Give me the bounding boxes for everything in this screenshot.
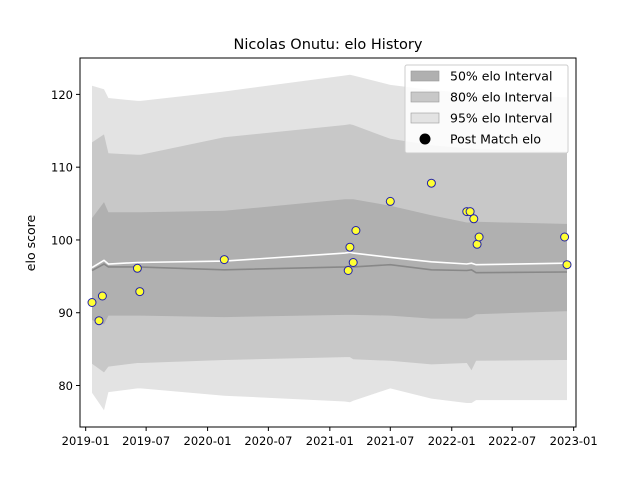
legend-swatch-95	[410, 112, 440, 124]
x-tick-label: 2020-01	[184, 434, 232, 448]
mean-elo-line	[91, 251, 567, 269]
y-tick-label: 100	[51, 233, 73, 247]
legend-label: Post Match elo	[450, 132, 541, 147]
y-tick-label: 90	[58, 306, 73, 320]
y-tick-label: 80	[58, 379, 73, 393]
y-axis: 80 90 100 110 120	[51, 88, 80, 393]
legend-swatch-50	[410, 70, 440, 82]
post-match-elo-point	[132, 263, 142, 273]
x-tick-label: 2021-01	[306, 434, 354, 448]
post-match-elo-point	[465, 207, 475, 217]
post-match-elo-point	[385, 196, 395, 206]
post-match-elo-point	[472, 239, 482, 249]
legend-box	[404, 64, 569, 154]
x-tick-label: 2021-07	[366, 434, 414, 448]
x-tick-label: 2020-07	[244, 434, 292, 448]
post-match-elo-point	[560, 232, 570, 242]
post-match-elo-point	[97, 291, 107, 301]
post-match-elo-point	[87, 298, 97, 307]
post-match-elo-point	[562, 260, 572, 270]
post-match-elo-point	[219, 255, 229, 265]
post-match-elo-point	[474, 232, 484, 242]
y-tick-label: 120	[51, 88, 73, 102]
post-match-elo-point	[94, 316, 104, 326]
legend-marker-post-match	[419, 133, 431, 145]
y-tick-label: 110	[51, 161, 73, 175]
post-match-elo-point	[348, 258, 358, 267]
band-50	[92, 199, 567, 325]
y-axis-label: elo score	[23, 215, 38, 272]
legend: 50% elo Interval 80% elo Interval 95% elo …	[404, 64, 569, 154]
x-tick-label: 2019-07	[122, 434, 170, 448]
legend-label: 50% elo Interval	[450, 69, 552, 84]
post-match-elo-point	[343, 266, 353, 275]
legend-swatch-80	[410, 91, 440, 103]
post-match-elo-point	[345, 242, 355, 252]
x-axis: 2019-01 2019-07 2020-01 2020-07 2021-01 2021-…	[62, 427, 598, 448]
chart-title: Nicolas Onutu: elo History	[234, 37, 423, 53]
post-match-elo-point	[426, 178, 436, 188]
x-tick-label: 2022-07	[488, 434, 536, 448]
x-tick-label: 2022-01	[428, 434, 476, 448]
legend-label: 95% elo Interval	[450, 111, 552, 126]
post-match-elo-point	[351, 226, 361, 235]
post-match-elo-point	[135, 287, 145, 297]
x-tick-label: 2019-01	[62, 434, 110, 448]
x-tick-label: 2023-01	[550, 434, 598, 448]
plot-frame	[79, 57, 577, 428]
post-match-elo-point	[469, 214, 479, 224]
legend-label: 80% elo Interval	[450, 90, 552, 105]
